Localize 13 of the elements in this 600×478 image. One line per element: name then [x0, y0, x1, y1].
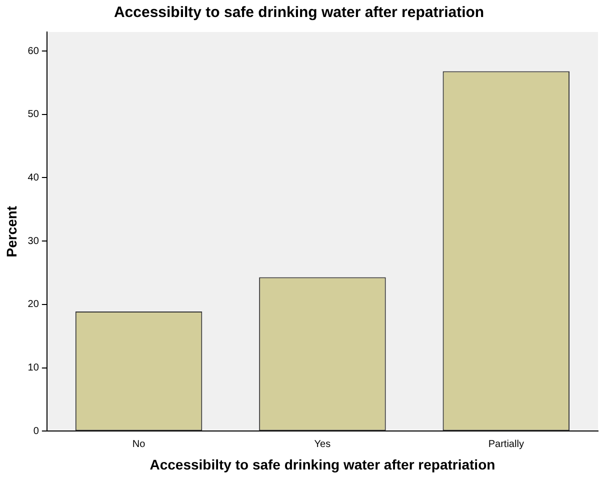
y-tick-label: 30	[28, 236, 40, 247]
x-tick-label: Yes	[314, 438, 331, 450]
y-tick-label: 60	[28, 46, 40, 57]
y-tick-label: 40	[28, 172, 40, 184]
chart-title: Accessibilty to safe drinking water after repatriation	[114, 4, 484, 22]
x-axis-title: Accessibilty to safe drinking water after repatriation	[150, 456, 496, 472]
y-tick-label: 10	[28, 362, 40, 374]
x-tick-label: No	[132, 438, 146, 450]
y-axis-title: Percent	[3, 206, 20, 258]
y-tick-label: 50	[28, 109, 40, 120]
y-tick-label: 0	[33, 426, 40, 437]
y-tick-label: 20	[28, 299, 40, 310]
x-tick-label: Partially	[488, 438, 524, 450]
